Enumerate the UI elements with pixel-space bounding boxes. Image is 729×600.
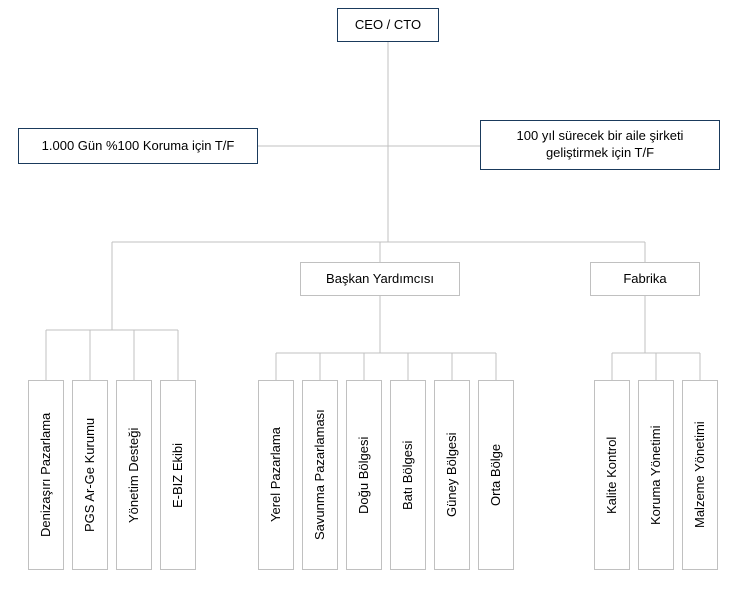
leaf-label: E-BIZ Ekibi: [170, 443, 186, 508]
node-label: 100 yıl sürecek bir aile şirketi gelişti…: [487, 128, 713, 162]
leaf-node: Savunma Pazarlaması: [302, 380, 338, 570]
leaf-label: PGS Ar-Ge Kurumu: [82, 418, 98, 532]
leaf-node: Yönetim Desteği: [116, 380, 152, 570]
leaf-label: Koruma Yönetimi: [648, 425, 664, 524]
leaf-label: Güney Bölgesi: [444, 433, 460, 518]
leaf-node: Kalite Kontrol: [594, 380, 630, 570]
leaf-label: Denizaşırı Pazarlama: [38, 413, 54, 537]
leaf-node: Doğu Bölgesi: [346, 380, 382, 570]
node-factory: Fabrika: [590, 262, 700, 296]
node-label: CEO / CTO: [355, 17, 421, 34]
leaf-node: Malzeme Yönetimi: [682, 380, 718, 570]
leaf-node: PGS Ar-Ge Kurumu: [72, 380, 108, 570]
node-tf-1000-days: 1.000 Gün %100 Koruma için T/F: [18, 128, 258, 164]
leaf-node: Koruma Yönetimi: [638, 380, 674, 570]
leaf-label: Savunma Pazarlaması: [312, 410, 328, 541]
leaf-node: Yerel Pazarlama: [258, 380, 294, 570]
leaf-node: Batı Bölgesi: [390, 380, 426, 570]
leaf-node: Denizaşırı Pazarlama: [28, 380, 64, 570]
leaf-label: Yönetim Desteği: [126, 427, 142, 522]
node-label: 1.000 Gün %100 Koruma için T/F: [42, 138, 235, 155]
node-ceo-cto: CEO / CTO: [337, 8, 439, 42]
node-vice-president: Başkan Yardımcısı: [300, 262, 460, 296]
leaf-label: Batı Bölgesi: [400, 440, 416, 509]
leaf-node: Güney Bölgesi: [434, 380, 470, 570]
leaf-label: Malzeme Yönetimi: [692, 422, 708, 529]
leaf-label: Kalite Kontrol: [604, 436, 620, 513]
node-label: Başkan Yardımcısı: [326, 271, 434, 288]
leaf-label: Yerel Pazarlama: [268, 428, 284, 523]
leaf-label: Doğu Bölgesi: [356, 436, 372, 513]
leaf-node: E-BIZ Ekibi: [160, 380, 196, 570]
leaf-node: Orta Bölge: [478, 380, 514, 570]
node-label: Fabrika: [623, 271, 666, 288]
leaf-label: Orta Bölge: [488, 444, 504, 506]
node-tf-100-years: 100 yıl sürecek bir aile şirketi gelişti…: [480, 120, 720, 170]
